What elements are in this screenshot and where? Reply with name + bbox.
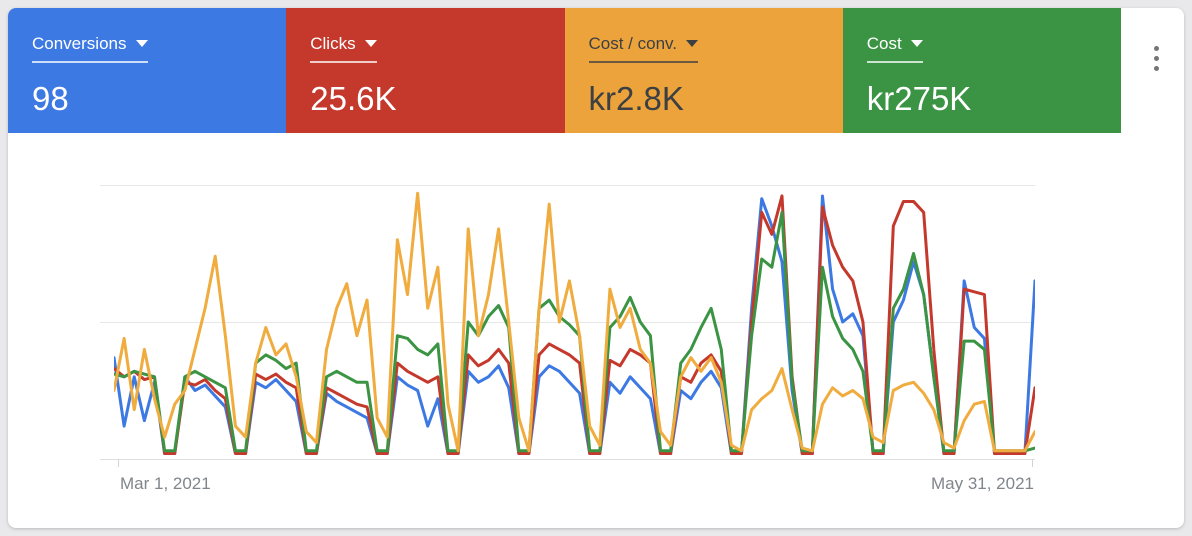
metric-label: Cost (866, 34, 902, 53)
metric-label: Conversions (32, 34, 127, 53)
metric-card-conversions[interactable]: Conversions 98 (8, 8, 287, 133)
x-axis-tick-end (1032, 459, 1033, 467)
series-line-cost (114, 212, 1035, 450)
x-axis-label-end: May 31, 2021 (930, 474, 1034, 493)
metric-label: Cost / conv. (588, 34, 678, 53)
overview-widget: Conversions 98 Clicks 25.6K Cost / conv.… (8, 8, 1184, 528)
more-options-button[interactable] (1136, 38, 1176, 78)
metric-selector-cost-per-conv[interactable]: Cost / conv. (588, 34, 698, 63)
x-axis-label-start: Mar 1, 2021 (120, 474, 211, 493)
arrow-drop-down-icon (910, 40, 923, 47)
metric-selector-cost[interactable]: Cost (866, 34, 923, 63)
metric-card-cost[interactable]: Cost kr275K (842, 8, 1121, 133)
kebab-menu-icon (1153, 45, 1159, 51)
series-line-clicks (114, 196, 1035, 454)
metric-selector-conversions[interactable]: Conversions (32, 34, 148, 63)
arrow-drop-down-icon (135, 40, 148, 47)
series-line-conversions (114, 196, 1035, 454)
metric-cards-row: Conversions 98 Clicks 25.6K Cost / conv.… (8, 8, 1121, 133)
x-axis-line (100, 459, 1035, 460)
x-axis-tick-start (118, 459, 119, 467)
metric-selector-clicks[interactable]: Clicks (310, 34, 377, 63)
metric-card-cost-per-conv[interactable]: Cost / conv. kr2.8K (564, 8, 843, 133)
gridline-top (100, 185, 1035, 186)
timeseries-chart[interactable] (114, 185, 1035, 459)
metric-value: kr2.8K (588, 80, 684, 117)
arrow-drop-down-icon (686, 40, 698, 47)
metric-card-clicks[interactable]: Clicks 25.6K (286, 8, 565, 133)
arrow-drop-down-icon (364, 40, 377, 47)
series-line-cost-per-conv (114, 193, 1035, 451)
metric-value: kr275K (866, 80, 972, 117)
metric-value: 25.6K (310, 80, 397, 117)
metric-value: 98 (32, 80, 69, 117)
metric-label: Clicks (310, 34, 356, 53)
